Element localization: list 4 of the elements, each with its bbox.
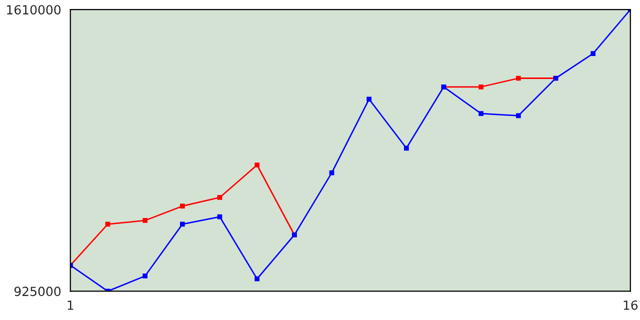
x-tick-label: 1 xyxy=(68,300,74,310)
y-tick-label: 1610000 xyxy=(7,5,61,15)
y-tick-label: 925000 xyxy=(14,286,61,296)
x-tick-label: 16 xyxy=(624,300,638,310)
